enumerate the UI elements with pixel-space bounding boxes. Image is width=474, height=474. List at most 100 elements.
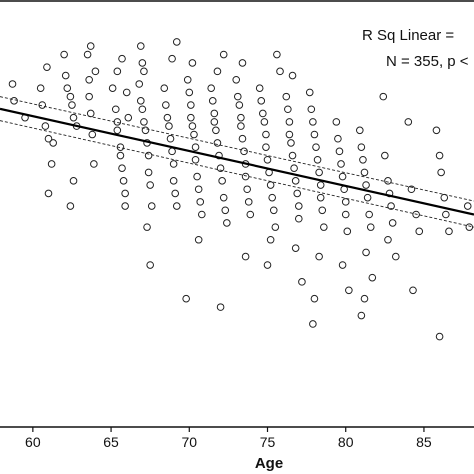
data-point [193, 172, 201, 181]
data-point [262, 130, 270, 139]
data-point [365, 210, 373, 219]
data-point [44, 189, 53, 198]
x-tick-label: 80 [338, 434, 354, 450]
data-point [138, 59, 147, 67]
data-point [140, 118, 148, 126]
data-point [287, 139, 295, 147]
data-point [113, 67, 122, 76]
data-point [362, 248, 370, 257]
data-point [163, 113, 172, 122]
data-point [44, 134, 53, 143]
data-point [343, 227, 352, 236]
data-point [144, 151, 153, 160]
data-point [271, 223, 280, 231]
data-point [381, 151, 389, 160]
data-point [140, 67, 148, 76]
data-point [165, 122, 173, 130]
data-point [335, 147, 344, 156]
data-point [160, 84, 169, 92]
data-point [384, 235, 392, 244]
x-tick-label: 75 [260, 434, 276, 450]
data-point [341, 198, 350, 206]
data-point [90, 160, 98, 168]
data-point [49, 139, 57, 147]
data-point [218, 177, 226, 185]
data-point [138, 105, 147, 114]
data-point [121, 189, 129, 198]
data-point [285, 118, 294, 126]
data-point [288, 71, 297, 80]
data-point [268, 193, 276, 202]
data-point [88, 130, 97, 139]
data-point [298, 278, 306, 286]
data-point [210, 109, 219, 118]
data-point [68, 101, 76, 109]
data-point [223, 219, 231, 227]
data-point [91, 67, 100, 76]
data-point [463, 202, 472, 210]
data-point [187, 101, 195, 109]
data-point [233, 92, 242, 101]
data-point [190, 130, 198, 139]
data-point [221, 206, 230, 215]
data-point [144, 168, 153, 177]
data-point [85, 75, 93, 84]
data-point [359, 155, 367, 164]
data-point [162, 101, 170, 109]
data-point [391, 252, 400, 261]
data-point [185, 88, 194, 97]
data-point [237, 113, 245, 122]
data-point [257, 97, 266, 105]
data-point [465, 223, 474, 231]
data-point [366, 223, 375, 231]
data-point [69, 177, 78, 185]
regression-line-group [0, 107, 474, 216]
data-point [194, 185, 203, 194]
data-point [66, 202, 75, 210]
data-point [146, 181, 154, 189]
data-point [113, 126, 122, 135]
x-tick-label: 70 [181, 434, 197, 450]
data-point [136, 42, 145, 50]
data-point [387, 202, 395, 210]
data-point [266, 181, 275, 189]
data-point [310, 294, 319, 303]
data-point [121, 202, 129, 210]
data-point [293, 189, 302, 198]
data-point [196, 198, 205, 206]
data-point [290, 164, 298, 172]
data-point [338, 261, 347, 269]
data-point [407, 185, 416, 194]
x-tick-label: 65 [103, 434, 119, 450]
data-point [237, 122, 245, 130]
data-point [241, 172, 250, 181]
data-point [269, 206, 278, 215]
data-point [69, 113, 78, 122]
x-axis-title: Age [255, 455, 283, 472]
data-point [182, 294, 190, 303]
data-point [147, 202, 156, 210]
data-point [232, 75, 241, 84]
data-point [172, 202, 181, 210]
data-point [43, 63, 51, 71]
data-point [318, 206, 327, 215]
data-point [235, 101, 244, 109]
data-point [284, 105, 292, 114]
n-p-annotation: N = 355, p < [386, 53, 469, 70]
data-point [315, 168, 323, 177]
data-point [388, 219, 397, 227]
data-point [309, 320, 317, 328]
data-point [368, 273, 377, 282]
data-point [210, 118, 219, 126]
data-point [412, 210, 420, 219]
data-point [357, 311, 366, 320]
data-point [108, 84, 117, 92]
data-point [36, 84, 45, 92]
data-point [38, 101, 47, 109]
confidence-band-upper [0, 96, 474, 202]
data-point [316, 181, 325, 189]
data-point [437, 168, 445, 177]
data-point [282, 92, 291, 101]
data-point [356, 126, 364, 135]
